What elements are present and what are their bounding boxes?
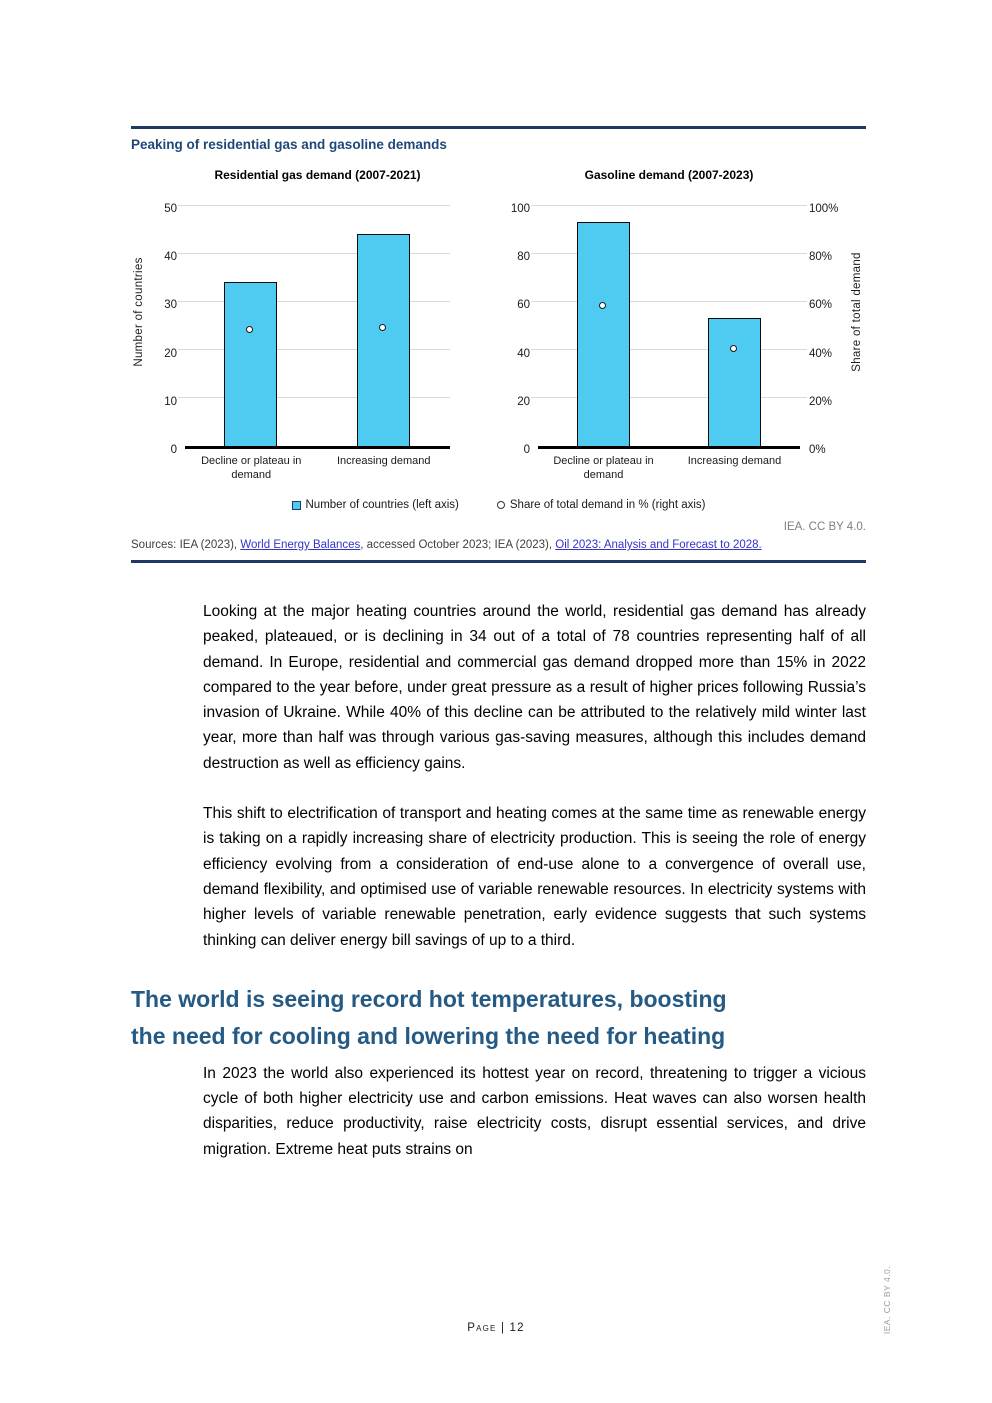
gridline bbox=[178, 204, 450, 206]
y-axis-tick-label: 60 bbox=[517, 299, 530, 312]
y-axis-tick-label: 40 bbox=[517, 347, 530, 360]
left-axis-title: Number of countries bbox=[133, 257, 145, 368]
y-axis-tick-label: 20 bbox=[517, 395, 530, 408]
category-labels: Decline or plateau in demand Increasing d… bbox=[538, 455, 800, 489]
bar bbox=[224, 282, 278, 446]
category-label: Decline or plateau in demand bbox=[553, 455, 654, 481]
gridline bbox=[178, 349, 450, 351]
bar bbox=[356, 233, 410, 446]
y-axis-tick-label: 80% bbox=[809, 251, 833, 264]
category-labels: Decline or plateau in demand Increasing d… bbox=[185, 455, 450, 489]
plot-area bbox=[178, 204, 450, 449]
y-axis-tick-label: 100% bbox=[809, 203, 839, 215]
body-paragraph-3: In 2023 the world also experienced its h… bbox=[203, 1064, 866, 1158]
left-axis-ticks: 0 10 20 30 40 50 bbox=[147, 203, 185, 456]
bar bbox=[707, 318, 761, 446]
bar bbox=[576, 221, 630, 446]
right-axis-title: Share of total demand bbox=[851, 252, 863, 373]
share-marker bbox=[246, 325, 254, 333]
sources-line: Sources: IEA (2023), World Energy Balanc… bbox=[131, 539, 866, 551]
figure-title: Peaking of residential gas and gasoline … bbox=[131, 137, 447, 152]
page-content: Peaking of residential gas and gasoline … bbox=[131, 126, 866, 1162]
y-axis-tick-label: 10 bbox=[164, 395, 177, 408]
y-axis-tick-label: 60% bbox=[809, 299, 833, 312]
category-label: Increasing demand bbox=[687, 455, 782, 467]
y-axis-tick-label: 20 bbox=[164, 347, 177, 360]
chart-title: Gasoline demand (2007-2023) bbox=[584, 168, 754, 182]
gridline bbox=[531, 349, 807, 351]
gridline bbox=[531, 397, 807, 399]
y-axis-tick-label: 0% bbox=[809, 444, 826, 456]
gridline bbox=[531, 252, 807, 254]
left-axis-ticks: 0 20 40 60 80 100 bbox=[500, 203, 538, 456]
gridline bbox=[178, 300, 450, 302]
plot-area bbox=[531, 204, 807, 449]
page-number: Page | 12 bbox=[467, 1322, 525, 1334]
residential-gas-chart: Number of countries 0 10 20 30 40 50 Resident… bbox=[131, 168, 450, 489]
share-marker bbox=[729, 345, 737, 353]
legend-item-countries: Number of countries (left axis) bbox=[291, 499, 459, 511]
share-marker bbox=[598, 301, 606, 309]
body-paragraph-1: Looking at the major heating countries a… bbox=[203, 603, 866, 772]
gridline bbox=[178, 252, 450, 254]
side-attribution: IEA. CC BY 4.0. bbox=[882, 1265, 892, 1335]
y-axis-tick-label: 40 bbox=[164, 251, 177, 264]
gridline bbox=[178, 397, 450, 399]
legend-item-share: Share of total demand in % (right axis) bbox=[496, 499, 706, 511]
legend-label: Number of countries (left axis) bbox=[305, 499, 459, 511]
category-label: Decline or plateau in demand bbox=[201, 455, 302, 481]
y-axis-tick-label: 40% bbox=[809, 347, 833, 360]
right-axis-ticks: 0% 20% 40% 60% 80% 100% bbox=[800, 203, 848, 456]
figure-bottom-rule bbox=[131, 560, 866, 563]
gridline bbox=[531, 204, 807, 206]
y-axis-tick-label: 100 bbox=[510, 203, 530, 215]
sources-prefix: Sources: IEA (2023), bbox=[131, 539, 241, 551]
section-heading: The world is seeing record hot temperatu… bbox=[131, 985, 727, 1049]
charts-row: Number of countries 0 10 20 30 40 50 Resident… bbox=[131, 168, 866, 489]
source-link-oil-2023[interactable]: Oil 2023: Analysis and Forecast to 2028. bbox=[555, 539, 762, 551]
bar-swatch-icon bbox=[291, 500, 301, 510]
circle-marker-icon bbox=[496, 501, 505, 509]
sources-middle: , accessed October 2023; IEA (2023), bbox=[360, 539, 556, 551]
share-marker bbox=[378, 323, 386, 331]
gasoline-chart: 0 20 40 60 80 100 Gasoline demand (2007-2023)… bbox=[500, 168, 866, 489]
y-axis-tick-label: 80 bbox=[517, 251, 530, 264]
gridline bbox=[531, 300, 807, 302]
legend-label: Share of total demand in % (right axis) bbox=[509, 499, 706, 511]
figure-top-rule bbox=[131, 126, 866, 129]
y-axis-tick-label: 30 bbox=[164, 299, 177, 312]
chart-legend: Number of countries (left axis) Share of… bbox=[131, 499, 866, 511]
body-paragraph-2: This shift to electrification of transpo… bbox=[203, 805, 866, 949]
chart-title: Residential gas demand (2007-2021) bbox=[214, 168, 421, 182]
source-link-world-energy-balances[interactable]: World Energy Balances bbox=[240, 539, 361, 551]
category-label: Increasing demand bbox=[336, 455, 431, 467]
y-axis-tick-label: 50 bbox=[164, 203, 177, 215]
y-axis-tick-label: 0 bbox=[523, 444, 530, 456]
y-axis-tick-label: 0 bbox=[170, 444, 177, 456]
y-axis-tick-label: 20% bbox=[809, 395, 833, 408]
figure-attribution: IEA. CC BY 4.0. bbox=[783, 521, 866, 533]
